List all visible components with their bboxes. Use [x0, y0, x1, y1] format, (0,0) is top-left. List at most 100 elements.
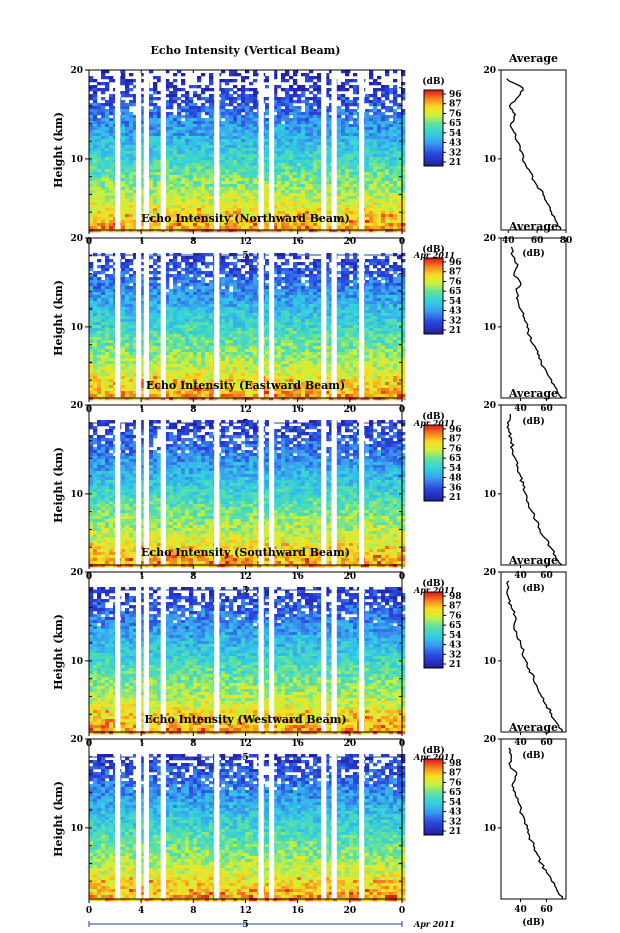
- heatmap-cell: [185, 112, 189, 115]
- heatmap-cell: [221, 124, 225, 127]
- heatmap-cell: [349, 202, 353, 205]
- heatmap-cell: [93, 304, 97, 307]
- heatmap-cell: [181, 334, 185, 337]
- heatmap-cell: [393, 148, 397, 151]
- heatmap-cell: [169, 145, 173, 148]
- heatmap-cell: [169, 82, 173, 85]
- heatmap-cell: [121, 337, 125, 340]
- heatmap-cell: [289, 118, 293, 121]
- heatmap-cell: [185, 301, 189, 304]
- heatmap-cell: [237, 118, 241, 121]
- heatmap-cell: [185, 94, 189, 97]
- heatmap-cell: [89, 304, 93, 307]
- heatmap-cell: [317, 145, 321, 148]
- heatmap-cell: [285, 190, 289, 193]
- heatmap-cell: [225, 229, 229, 232]
- heatmap-cell: [201, 184, 205, 187]
- heatmap-cell: [93, 373, 97, 376]
- heatmap-cell: [97, 352, 101, 355]
- heatmap-cell: [153, 166, 157, 169]
- heatmap-cell: [253, 112, 257, 115]
- heatmap-cell: [281, 148, 285, 151]
- heatmap-cell: [237, 205, 241, 208]
- heatmap-cell: [101, 118, 105, 121]
- heatmap-cell: [277, 226, 281, 229]
- heatmap-cell: [177, 175, 181, 178]
- heatmap-cell: [173, 202, 177, 205]
- heatmap-cell: [281, 226, 285, 229]
- heatmap-cell: [101, 253, 105, 256]
- heatmap-cell: [245, 181, 249, 184]
- heatmap-cell: [233, 193, 237, 196]
- heatmap-cell: [149, 127, 153, 130]
- heatmap-cell: [177, 397, 181, 400]
- heatmap-cell: [389, 175, 393, 178]
- heatmap-cell: [177, 148, 181, 151]
- heatmap-cell: [149, 286, 153, 289]
- heatmap-cell: [245, 148, 249, 151]
- heatmap-cell: [377, 184, 381, 187]
- heatmap-cell: [125, 346, 129, 349]
- heatmap-cell: [305, 178, 309, 181]
- heatmap-cell: [233, 145, 237, 148]
- heatmap-cell: [241, 157, 245, 160]
- heatmap-cell: [373, 178, 377, 181]
- heatmap-cell: [173, 310, 177, 313]
- heatmap-cell: [177, 331, 181, 334]
- heatmap-cell: [237, 175, 241, 178]
- heatmap-cell: [205, 118, 209, 121]
- heatmap-cell: [221, 181, 225, 184]
- heatmap-cell: [369, 202, 373, 205]
- heatmap-cell: [293, 73, 297, 76]
- heatmap-cell: [309, 142, 313, 145]
- heatmap-cell: [153, 343, 157, 346]
- heatmap-cell: [285, 115, 289, 118]
- heatmap-cell: [317, 100, 321, 103]
- heatmap-cell: [89, 109, 93, 112]
- heatmap-cell: [285, 208, 289, 211]
- heatmap-cell: [89, 208, 93, 211]
- heatmap-cell: [153, 283, 157, 286]
- heatmap-cell: [337, 163, 341, 166]
- heatmap-cell: [225, 91, 229, 94]
- heatmap-cell: [93, 148, 97, 151]
- heatmap-cell: [369, 190, 373, 193]
- heatmap-cell: [221, 139, 225, 142]
- heatmap-cell: [369, 199, 373, 202]
- heatmap-cell: [181, 355, 185, 358]
- heatmap-cell: [89, 199, 93, 202]
- heatmap-cell: [377, 211, 381, 214]
- heatmap-cell: [101, 160, 105, 163]
- heatmap-cell: [109, 220, 113, 223]
- heatmap-cell: [89, 328, 93, 331]
- heatmap-cell: [101, 148, 105, 151]
- heatmap-cell: [229, 196, 233, 199]
- heatmap-cell: [389, 190, 393, 193]
- heatmap-cell: [365, 196, 369, 199]
- heatmap-cell: [345, 133, 349, 136]
- heatmap-cell: [285, 130, 289, 133]
- heatmap-cell: [169, 289, 173, 292]
- heatmap-cell: [101, 283, 105, 286]
- heatmap-cell: [297, 121, 301, 124]
- heatmap-cell: [369, 115, 373, 118]
- heatmap-cell: [109, 214, 113, 217]
- heatmap-cell: [337, 193, 341, 196]
- heatmap-cell: [89, 322, 93, 325]
- heatmap-cell: [365, 112, 369, 115]
- heatmap-cell: [289, 208, 293, 211]
- heatmap-cell: [125, 193, 129, 196]
- heatmap-cell: [205, 160, 209, 163]
- data-gap: [144, 70, 149, 230]
- heatmap-cell: [153, 286, 157, 289]
- heatmap-cell: [305, 106, 309, 109]
- heatmap-cell: [341, 97, 345, 100]
- heatmap-cell: [221, 103, 225, 106]
- heatmap-cell: [393, 202, 397, 205]
- heatmap-cell: [309, 190, 313, 193]
- heatmap-cell: [265, 103, 269, 106]
- heatmap-cell: [345, 205, 349, 208]
- heatmap-cell: [353, 88, 357, 91]
- heatmap-cell: [393, 121, 397, 124]
- heatmap-cell: [125, 280, 129, 283]
